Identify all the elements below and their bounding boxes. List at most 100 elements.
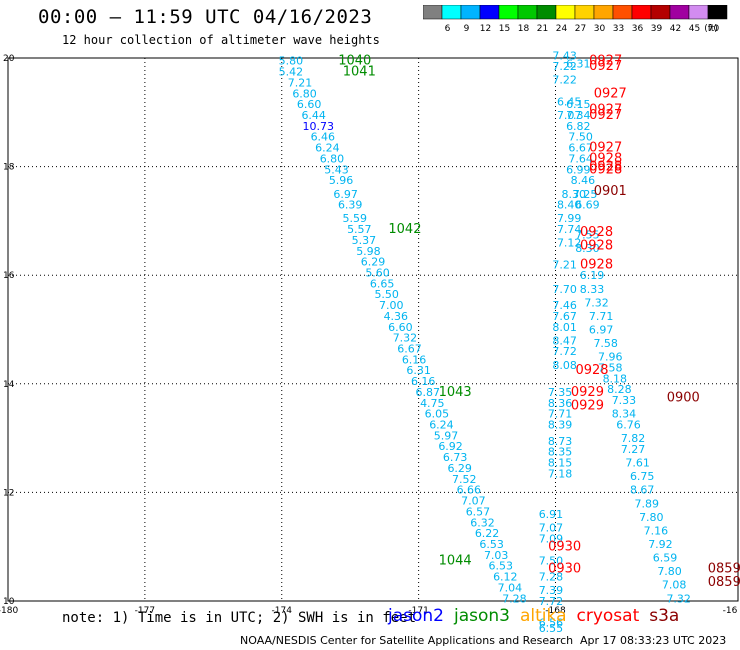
data-label-swh: 6.80 [320,152,345,165]
data-label-swh: 7.32 [393,332,418,345]
legend-unit: (ft) [704,24,718,34]
data-label-swh: 8.46 [571,174,596,187]
data-label-swh: 7.82 [621,432,646,445]
data-label-cryosat: 0928 [589,160,622,175]
data-label-cryosat: 0927 [589,141,622,156]
data-label-swh: 8.18 [603,372,628,385]
data-label-swh: 6.73 [443,451,468,464]
x-tick-label: -168 [545,606,566,616]
y-tick-label: 16 [3,271,15,281]
y-tick-label: 20 [3,54,15,64]
data-label-swh: 6.66 [457,484,482,497]
data-label-swh: 6.59 [653,552,678,565]
data-label-swh: 7.21 [288,76,313,89]
data-label-swh: 6.24 [429,419,454,432]
legend-tick-label: 33 [613,24,624,34]
y-tick-label: 18 [3,163,15,173]
data-label-swh: 7.58 [593,337,618,350]
satellite-altika: altika [520,606,567,626]
data-label-swh: 5.50 [374,288,399,301]
data-label-swh: 5.43 [324,163,349,176]
y-tick-label: 14 [3,380,15,390]
data-label-swh: 6.97 [589,324,614,337]
data-label-jason3: 1041 [343,65,376,80]
data-label-swh: 8.08 [552,359,577,372]
data-label-swh: 7.80 [657,565,682,578]
data-label-swh: 6.76 [616,419,641,432]
data-label-swh: 6.53 [489,560,514,573]
data-label-swh: 7.28 [502,592,527,605]
data-label-cryosat: 0927 [594,86,627,101]
data-label-swh: 7.33 [612,394,637,407]
data-label-swh: 7.55 [575,228,600,241]
data-label-swh: 5.97 [434,429,459,442]
data-label-swh: 7.07 [461,495,486,508]
plot-frame [7,57,739,602]
data-label-swh: 8.15 [548,457,573,470]
data-label-swh: 6.31 [566,57,591,70]
data-label-swh: 6.91 [539,508,564,521]
data-label-cryosat: 0929 [571,385,604,400]
data-label-swh: 7.28 [539,571,564,584]
chart-title: 00:00 – 11:59 UTC 04/16/2023 [38,6,373,28]
data-label-swh: 7.92 [648,538,673,551]
data-label-swh: 6.67 [397,343,422,356]
data-label-swh: 8.30 [575,242,600,255]
legend-tick-label: 36 [632,24,644,34]
data-label-swh: 6.53 [479,538,504,551]
data-label-cryosat: 0928 [589,162,622,177]
data-label-swh: 7.32 [666,592,691,605]
data-label-swh: 7.43 [552,49,577,62]
data-label-swh: 6.12 [493,571,518,584]
data-label-cryosat: 0927 [589,54,622,69]
data-label-swh: 6.65 [370,277,395,290]
data-label-swh: 6.31 [406,364,431,377]
data-label-swh: 6.15 [566,98,591,111]
data-label-swh: 7.99 [557,212,582,225]
data-label-swh: 6.60 [388,321,413,334]
x-tick-label: -16 [723,606,738,616]
data-label-swh: 7.07 [539,522,564,535]
data-label-swh: 5.60 [365,266,390,279]
data-label-jason3: 1042 [388,222,421,237]
data-label-swh: 7.25 [573,188,598,201]
footer-note: note: 1) Time is in UTC; 2) SWH is in fe… [62,610,417,626]
data-label-swh: 7.64 [568,152,593,165]
data-label-swh: 7.72 [552,345,577,358]
data-label-swh: 7.80 [639,511,664,524]
data-label-swh: 7.09 [539,533,564,546]
data-label-swh: 6.99 [566,163,591,176]
data-label-swh: 7.46 [552,299,577,312]
data-label-swh: 7.50 [539,554,564,567]
satellite-cryosat: cryosat [576,606,640,626]
x-tick-label: -177 [135,606,155,616]
data-label-swh: 6.87 [416,386,441,399]
data-label-swh: 7.96 [598,351,623,364]
data-label-s3a: 0900 [667,390,700,405]
legend-tick-label: 39 [651,24,663,34]
data-label-swh: 5.59 [343,212,368,225]
data-label-swh: 6.57 [466,505,491,518]
footer-org: NOAA/NESDIS Center for Satellite Applica… [240,634,574,647]
legend-tick-label: 18 [518,24,530,34]
data-label-swh: 5.37 [352,234,377,247]
data-label-swh: 7.16 [644,524,669,537]
legend-tick-label: 70 [708,24,720,34]
data-label-swh: 6.44 [301,109,326,122]
data-label-swh: 7.35 [548,386,573,399]
data-label-swh: 5.98 [356,245,381,258]
satellite-s3a: s3a [649,606,680,626]
data-label-swh: 7.58 [598,362,623,375]
legend-tick-label: 15 [499,24,510,34]
data-label-swh: 7.70 [552,283,577,296]
data-label-swh: 8.35 [548,446,573,459]
data-label-swh: 6.05 [425,408,450,421]
color-legend: 6 9 12 15 18 21 24 27 30 33 36 39 42 45 70(ft) [423,5,728,34]
x-tick-label: -180 [0,606,18,616]
data-label-swh: 6.67 [568,142,593,155]
data-label-swh: 6.45 [557,95,582,108]
data-label-cryosat: 0928 [580,238,613,253]
y-tick-label: 12 [3,488,14,498]
data-label-swh: 4.75 [420,397,445,410]
